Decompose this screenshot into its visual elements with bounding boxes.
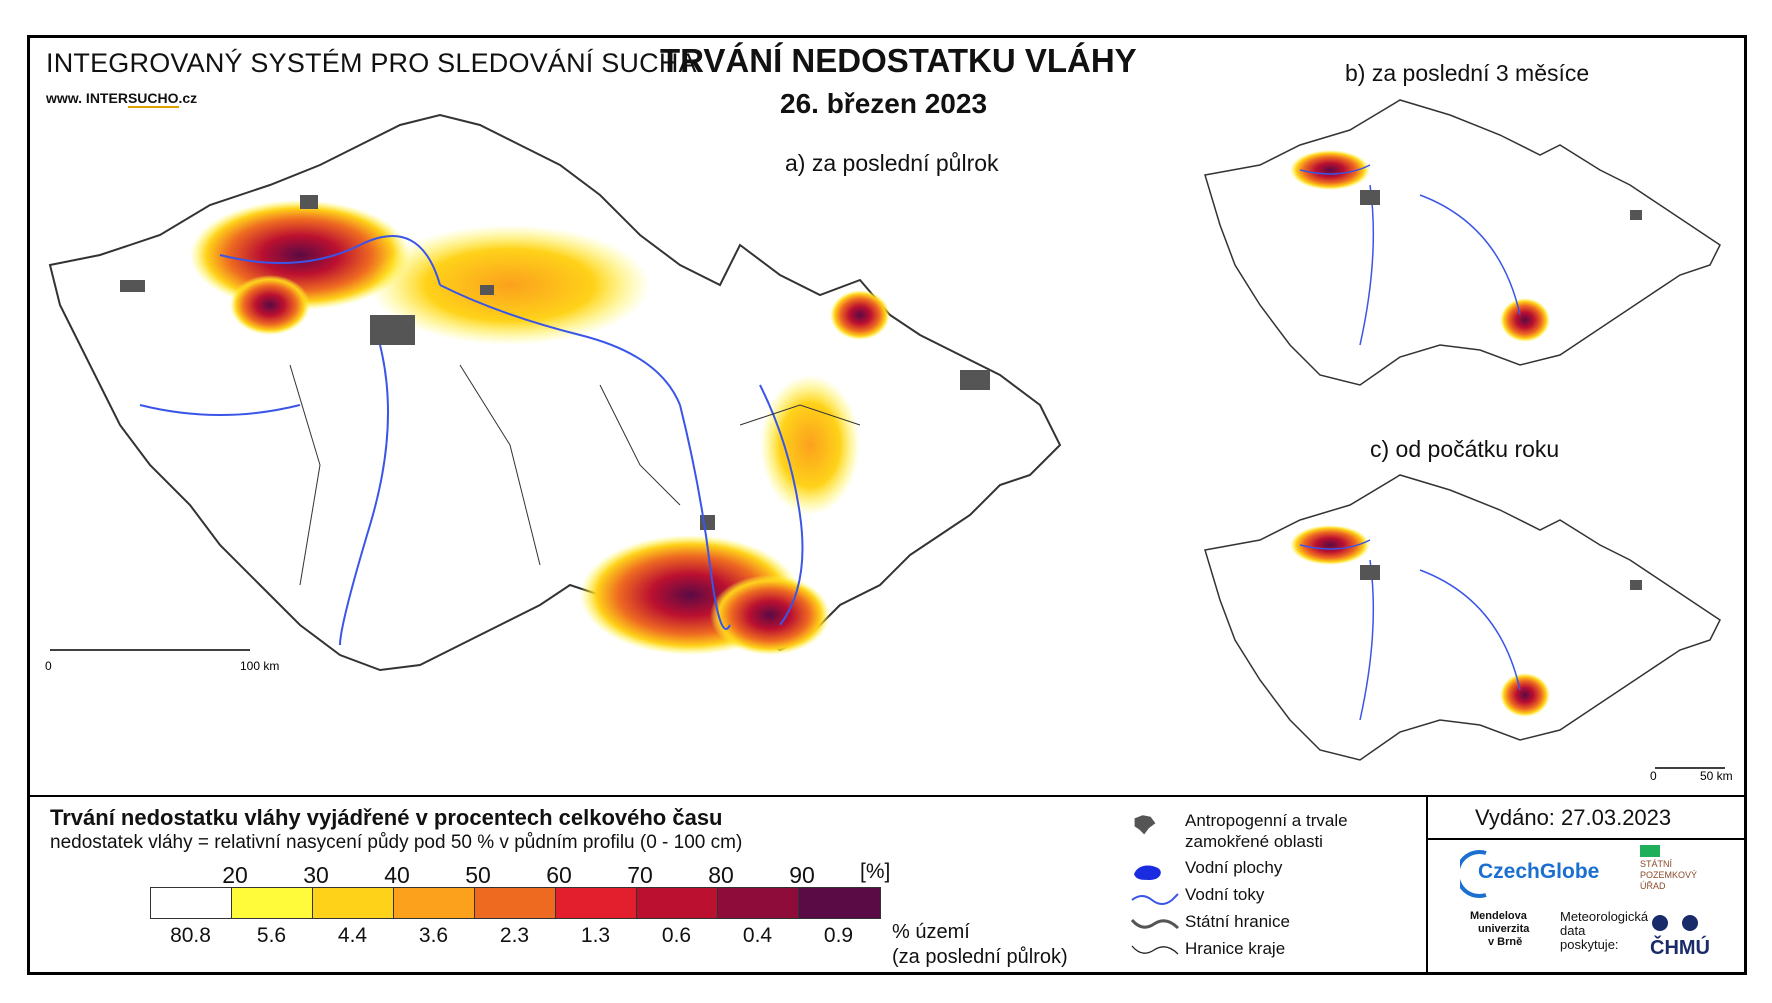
legend-separator bbox=[27, 795, 1747, 797]
water-body-icon bbox=[1134, 865, 1161, 880]
area-value: 4.4 bbox=[337, 924, 368, 947]
scale-a-start: 0 bbox=[45, 659, 52, 673]
issued-separator bbox=[1426, 838, 1747, 840]
spu-text: STÁTNÍ POZEMKOVÝ ÚŘAD bbox=[1640, 859, 1698, 891]
issued-date: Vydáno: 27.03.2023 bbox=[1475, 805, 1672, 830]
legend-tick: 90 bbox=[789, 862, 815, 888]
chmu-icon bbox=[1652, 915, 1698, 931]
key-anthropogenic-line2: zamokřené oblasti bbox=[1185, 832, 1323, 851]
legend-tick: 80 bbox=[708, 862, 734, 888]
website-link[interactable]: www. INTERSUCHO.cz bbox=[46, 90, 198, 108]
legend-subtitle: nedostatek vláhy = relativní nasycení pů… bbox=[50, 832, 743, 853]
meteo-data-label: Meteorologická data poskytuje: bbox=[1560, 910, 1648, 952]
map-c-czech-republic: 0 50 km bbox=[1204, 474, 1733, 780]
meteo-line1: Meteorologická bbox=[1560, 909, 1649, 924]
mendelu-line1: Mendelova bbox=[1470, 910, 1527, 922]
state-border bbox=[1204, 474, 1721, 761]
main-title: TRVÁNÍ NEDOSTATKU VLÁHY bbox=[660, 42, 1137, 79]
color-cell bbox=[718, 888, 799, 918]
mendelu-logo: Mendelova univerzita v Brně bbox=[1470, 910, 1529, 949]
key-anthropogenic: Antropogenní a trvale zamokřené oblasti bbox=[1185, 810, 1348, 852]
color-cell bbox=[637, 888, 718, 918]
rivers bbox=[139, 235, 804, 646]
anthropogenic-areas bbox=[120, 195, 990, 530]
map-b-label: b) za poslední 3 měsíce bbox=[1345, 60, 1590, 86]
legend-unit: [%] bbox=[860, 860, 891, 883]
area-value: 5.6 bbox=[256, 924, 287, 947]
color-cell bbox=[313, 888, 394, 918]
area-value: 3.6 bbox=[418, 924, 449, 947]
mendelu-line2: univerzita bbox=[1478, 923, 1530, 935]
mendelu-line3: v Brně bbox=[1488, 936, 1523, 948]
meteo-line2: data bbox=[1560, 923, 1586, 938]
legend-tick: 70 bbox=[627, 862, 653, 888]
area-label-line1: % území bbox=[892, 921, 970, 943]
area-label-line2: (za poslední půlrok) bbox=[892, 946, 1068, 968]
website-suffix: .cz bbox=[178, 90, 198, 106]
legend-tick: 20 bbox=[222, 862, 248, 888]
website-prefix: www. INTER bbox=[46, 90, 128, 106]
color-cell bbox=[394, 888, 475, 918]
area-value: 0.4 bbox=[742, 924, 773, 947]
state-border bbox=[48, 113, 1062, 672]
area-value: 0.6 bbox=[661, 924, 692, 947]
region-border-icon bbox=[1131, 945, 1179, 955]
key-anthropogenic-line1: Antropogenní a trvale bbox=[1185, 811, 1348, 830]
legend-title: Trvání nedostatku vláhy vyjádřené v proc… bbox=[50, 805, 723, 830]
color-cell bbox=[799, 888, 880, 918]
legend-tick: 60 bbox=[546, 862, 572, 888]
spu-mark bbox=[1640, 845, 1660, 857]
key-water-courses: Vodní toky bbox=[1185, 885, 1265, 904]
color-cell bbox=[232, 888, 313, 918]
map-a-label: a) za poslední půlrok bbox=[785, 150, 999, 176]
key-state-border: Státní hranice bbox=[1185, 912, 1290, 931]
state-border bbox=[1204, 99, 1721, 386]
map-date: 26. březen 2023 bbox=[780, 88, 988, 119]
scale-c-start: 0 bbox=[1650, 769, 1657, 780]
legend-tick: 30 bbox=[303, 862, 329, 888]
scale-a-end: 100 km bbox=[240, 659, 279, 673]
legend-tick: 50 bbox=[465, 862, 491, 888]
czechglobe-text: CzechGlobe bbox=[1478, 860, 1600, 883]
system-title: INTEGROVANÝ SYSTÉM PRO SLEDOVÁNÍ SUCHA bbox=[46, 48, 697, 78]
legend-vertical-separator bbox=[1426, 795, 1428, 975]
legend-colorbar bbox=[150, 887, 881, 919]
chmu-logo: ČHMÚ bbox=[1650, 912, 1710, 960]
meteo-line3: poskytuje: bbox=[1560, 937, 1619, 952]
area-value: 2.3 bbox=[499, 924, 530, 947]
spu-logo: STÁTNÍ POZEMKOVÝ ÚŘAD bbox=[1640, 845, 1720, 892]
area-label: % území (za poslední půlrok) bbox=[892, 920, 1068, 970]
area-value: 0.9 bbox=[823, 924, 854, 947]
website-accent: SUCHO bbox=[127, 90, 179, 108]
map-b-czech-republic bbox=[1204, 99, 1721, 386]
anthropogenic-area-icon bbox=[1134, 815, 1156, 835]
region-borders bbox=[289, 364, 861, 586]
color-cell bbox=[151, 888, 232, 918]
chmu-text: ČHMÚ bbox=[1650, 937, 1710, 959]
water-course-icon bbox=[1131, 893, 1179, 905]
key-region-border: Hranice kraje bbox=[1185, 939, 1286, 958]
state-border-icon bbox=[1130, 918, 1180, 930]
key-water-bodies: Vodní plochy bbox=[1185, 858, 1283, 877]
map-c-label: c) od počátku roku bbox=[1370, 436, 1560, 462]
color-cell bbox=[475, 888, 556, 918]
scale-c-end: 50 km bbox=[1700, 769, 1733, 780]
color-cell bbox=[556, 888, 637, 918]
czechglobe-logo: CzechGlobe bbox=[1455, 845, 1610, 900]
area-value: 1.3 bbox=[580, 924, 611, 947]
legend-tick: 40 bbox=[384, 862, 410, 888]
area-value: 80.8 bbox=[170, 924, 211, 947]
map-a-czech-republic: 0 100 km bbox=[45, 113, 1062, 673]
